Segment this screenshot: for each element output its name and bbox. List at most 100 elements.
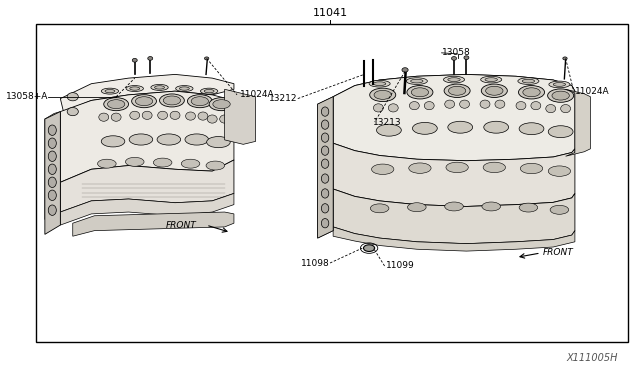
Ellipse shape (213, 100, 230, 109)
Ellipse shape (157, 111, 168, 119)
Text: 13212: 13212 (269, 94, 298, 103)
Ellipse shape (321, 204, 329, 213)
Ellipse shape (125, 157, 144, 166)
Ellipse shape (482, 202, 500, 211)
Ellipse shape (548, 166, 571, 176)
Ellipse shape (548, 89, 573, 102)
Polygon shape (333, 143, 575, 206)
Ellipse shape (373, 104, 383, 112)
Ellipse shape (157, 134, 180, 145)
Polygon shape (317, 97, 333, 238)
Ellipse shape (48, 125, 56, 135)
Polygon shape (73, 212, 234, 236)
Ellipse shape (163, 96, 180, 105)
Ellipse shape (449, 86, 466, 95)
Ellipse shape (175, 86, 193, 92)
Text: 11099: 11099 (386, 262, 415, 270)
Ellipse shape (445, 100, 454, 108)
Ellipse shape (460, 100, 470, 108)
Ellipse shape (519, 123, 544, 135)
Ellipse shape (371, 204, 389, 213)
Ellipse shape (129, 134, 153, 145)
Ellipse shape (108, 100, 125, 109)
Ellipse shape (207, 137, 230, 148)
Ellipse shape (321, 133, 329, 142)
Ellipse shape (111, 113, 121, 121)
Ellipse shape (444, 76, 465, 83)
Ellipse shape (552, 91, 570, 100)
Ellipse shape (205, 57, 209, 60)
Ellipse shape (370, 88, 396, 102)
Text: 11024A: 11024A (240, 90, 275, 99)
Ellipse shape (484, 121, 509, 133)
Ellipse shape (170, 111, 180, 119)
Ellipse shape (321, 146, 329, 155)
Ellipse shape (181, 159, 200, 168)
Ellipse shape (374, 90, 392, 99)
Ellipse shape (407, 86, 433, 99)
Polygon shape (225, 89, 255, 144)
Ellipse shape (191, 97, 209, 106)
Polygon shape (60, 91, 234, 182)
Text: FRONT: FRONT (166, 221, 196, 230)
Text: X111005H: X111005H (567, 353, 618, 363)
Ellipse shape (481, 76, 502, 83)
Text: 11024A: 11024A (575, 87, 609, 96)
Ellipse shape (155, 86, 164, 89)
Ellipse shape (48, 151, 56, 161)
Text: FRONT: FRONT (543, 248, 573, 257)
Ellipse shape (101, 88, 118, 94)
Ellipse shape (523, 88, 540, 97)
Bar (36, 24, 628, 342)
Polygon shape (60, 193, 234, 225)
Polygon shape (60, 74, 234, 112)
Ellipse shape (321, 159, 329, 168)
Ellipse shape (550, 205, 569, 214)
Ellipse shape (516, 102, 526, 110)
Ellipse shape (130, 87, 140, 90)
Ellipse shape (130, 111, 140, 119)
Ellipse shape (321, 107, 329, 116)
Ellipse shape (406, 78, 428, 84)
Ellipse shape (444, 84, 470, 97)
Ellipse shape (402, 68, 408, 72)
Polygon shape (333, 74, 575, 106)
Text: 13058: 13058 (442, 48, 470, 57)
Ellipse shape (204, 90, 214, 93)
Ellipse shape (105, 90, 115, 93)
Ellipse shape (321, 219, 329, 228)
Ellipse shape (67, 93, 78, 101)
Ellipse shape (321, 189, 329, 198)
Ellipse shape (495, 100, 505, 108)
Ellipse shape (452, 57, 456, 60)
Ellipse shape (372, 164, 394, 174)
Text: 11041: 11041 (312, 8, 348, 18)
Ellipse shape (519, 203, 538, 212)
Ellipse shape (159, 94, 184, 107)
Ellipse shape (522, 79, 534, 83)
Ellipse shape (481, 84, 508, 97)
Ellipse shape (104, 98, 129, 111)
Text: 13213: 13213 (373, 118, 402, 127)
Ellipse shape (480, 100, 490, 108)
Polygon shape (60, 160, 234, 212)
Ellipse shape (132, 58, 137, 62)
Polygon shape (333, 189, 575, 244)
Ellipse shape (483, 162, 506, 173)
Ellipse shape (464, 56, 469, 60)
Ellipse shape (206, 161, 225, 170)
Polygon shape (333, 227, 575, 251)
Ellipse shape (126, 86, 143, 92)
Ellipse shape (321, 174, 329, 183)
Ellipse shape (48, 190, 56, 201)
Ellipse shape (424, 102, 434, 110)
Ellipse shape (321, 120, 329, 129)
Ellipse shape (520, 163, 543, 174)
Ellipse shape (188, 94, 212, 108)
Ellipse shape (154, 158, 172, 167)
Ellipse shape (409, 163, 431, 173)
Ellipse shape (198, 112, 208, 120)
Ellipse shape (518, 86, 545, 99)
Ellipse shape (549, 81, 570, 88)
Polygon shape (566, 89, 591, 156)
